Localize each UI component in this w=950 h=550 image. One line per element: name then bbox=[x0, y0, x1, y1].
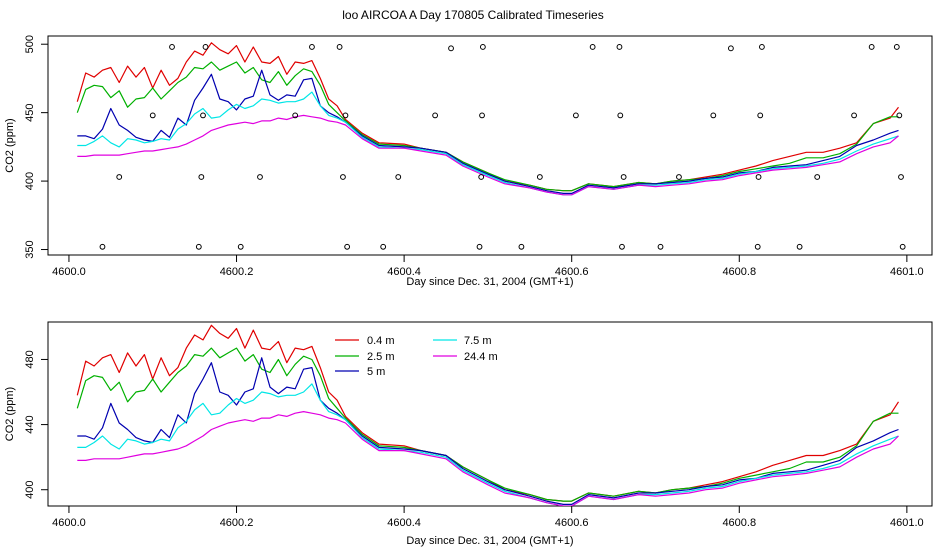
top-data-point bbox=[200, 112, 206, 119]
top-x-tick-label: 4600.0 bbox=[52, 266, 86, 278]
top-data-point bbox=[342, 112, 349, 119]
top-plot-frame bbox=[47, 35, 933, 256]
top-data-point bbox=[479, 112, 485, 119]
legend-label: 5 m bbox=[367, 366, 385, 378]
top-data-point bbox=[572, 112, 579, 119]
top-data-point bbox=[292, 112, 299, 119]
top-data-point bbox=[757, 112, 764, 119]
top-data-point bbox=[237, 243, 244, 250]
legend-label: 2.5 m bbox=[367, 351, 395, 363]
bottom-series-line-5-m bbox=[77, 357, 899, 505]
top-x-tick-label: 4600.8 bbox=[722, 266, 756, 278]
bottom-panel: 4600.0 4600.2 4600.4 4600.6 4600.8 4601.0 400 4… bbox=[4, 321, 933, 547]
top-y-tick-label: 500 bbox=[24, 35, 36, 53]
top-data-point bbox=[198, 174, 205, 180]
bottom-x-tick-label: 4600.6 bbox=[555, 517, 589, 529]
top-data-point bbox=[478, 174, 485, 180]
top-data-point bbox=[149, 112, 156, 119]
top-data-point bbox=[395, 174, 402, 180]
bottom-x-tick-label: 4601.0 bbox=[890, 517, 924, 529]
bottom-y-tick-label: 480 bbox=[24, 350, 36, 368]
top-data-point bbox=[202, 44, 209, 50]
figure-title: loo AIRCOA A Day 170805 Calibrated Times… bbox=[342, 8, 603, 22]
top-data-point bbox=[380, 243, 387, 250]
top-data-point bbox=[589, 44, 596, 50]
bottom-series-line-0-4-m bbox=[76, 324, 900, 502]
top-y-tick-label: 350 bbox=[24, 240, 36, 258]
top-data-point bbox=[851, 112, 857, 119]
top-data-point bbox=[814, 174, 821, 180]
top-data-point bbox=[796, 243, 803, 250]
top-series-group bbox=[76, 42, 899, 196]
top-data-point bbox=[759, 44, 765, 50]
top-x-tick-label: 4600.2 bbox=[220, 266, 254, 278]
top-data-point bbox=[899, 243, 906, 250]
bottom-x-tick-label: 4600.2 bbox=[220, 517, 254, 529]
top-data-point bbox=[195, 243, 202, 250]
top-series-line-2-5-m bbox=[76, 61, 899, 192]
top-data-point bbox=[479, 44, 486, 50]
top-data-point bbox=[710, 112, 717, 119]
bottom-legend: 0.4 m 2.5 m 5 m 7.5 m 24.4 m bbox=[335, 335, 498, 378]
top-data-point bbox=[476, 243, 483, 250]
bottom-series-line-2-5-m bbox=[76, 347, 899, 502]
top-x-tick-label: 4600.6 bbox=[555, 266, 589, 278]
top-y-tick-label: 400 bbox=[24, 172, 36, 190]
bottom-series-group bbox=[76, 324, 900, 506]
top-x-tick-label: 4601.0 bbox=[890, 266, 924, 278]
top-series-line-0-4-m bbox=[76, 42, 899, 192]
top-data-point bbox=[676, 174, 682, 180]
top-data-point bbox=[616, 44, 623, 50]
top-y-axis-label: CO2 (ppm) bbox=[4, 118, 16, 172]
top-x-tick-label: 4600.4 bbox=[387, 266, 421, 278]
bottom-y-axis-label: CO2 (ppm) bbox=[4, 387, 16, 441]
top-data-point bbox=[893, 44, 900, 50]
top-data-point bbox=[868, 44, 875, 50]
top-data-point bbox=[657, 243, 664, 250]
top-data-point bbox=[340, 174, 346, 180]
top-data-point bbox=[619, 243, 625, 250]
top-x-axis-label: Day since Dec. 31, 2004 (GMT+1) bbox=[406, 276, 573, 288]
top-data-point bbox=[99, 243, 106, 250]
bottom-x-tick-label: 4600.4 bbox=[387, 517, 421, 529]
bottom-y-tick-label: 440 bbox=[24, 415, 36, 433]
panels: 4600.0 4600.2 4600.4 4600.6 4600.8 4601.0 350 4… bbox=[4, 35, 933, 547]
top-data-point bbox=[617, 112, 624, 119]
bottom-x-tick-label: 4600.8 bbox=[722, 517, 756, 529]
top-data-point bbox=[518, 243, 525, 250]
legend-label: 24.4 m bbox=[464, 351, 498, 363]
bottom-series-line-7-5-m bbox=[77, 383, 899, 506]
top-data-point bbox=[309, 44, 315, 50]
bottom-plot-frame bbox=[47, 321, 933, 507]
top-data-point bbox=[116, 174, 123, 180]
bottom-x-tick-label: 4600.0 bbox=[52, 517, 86, 529]
top-panel: 4600.0 4600.2 4600.4 4600.6 4600.8 4601.0 350 4… bbox=[4, 35, 933, 288]
bottom-series-line-24-4-m bbox=[77, 411, 899, 506]
top-data-point bbox=[620, 174, 627, 180]
top-series-line-24-4-m bbox=[77, 114, 899, 196]
top-data-point bbox=[754, 243, 761, 250]
legend-label: 0.4 m bbox=[367, 335, 395, 347]
bottom-x-axis-label: Day since Dec. 31, 2004 (GMT+1) bbox=[406, 535, 573, 547]
top-data-point bbox=[344, 243, 351, 250]
top-data-point bbox=[257, 174, 263, 180]
top-series-line-7-5-m bbox=[77, 91, 899, 196]
top-data-point bbox=[336, 44, 343, 50]
top-data-point bbox=[728, 45, 734, 52]
top-data-point bbox=[896, 112, 903, 119]
top-data-point bbox=[432, 112, 439, 119]
top-data-point bbox=[448, 45, 454, 52]
top-y-tick-label: 450 bbox=[24, 103, 36, 121]
top-data-point bbox=[536, 174, 543, 180]
bottom-y-tick-label: 400 bbox=[24, 481, 36, 499]
top-data-point bbox=[898, 174, 904, 180]
top-data-point bbox=[755, 174, 762, 180]
top-data-point bbox=[169, 44, 175, 50]
legend-label: 7.5 m bbox=[464, 335, 492, 347]
